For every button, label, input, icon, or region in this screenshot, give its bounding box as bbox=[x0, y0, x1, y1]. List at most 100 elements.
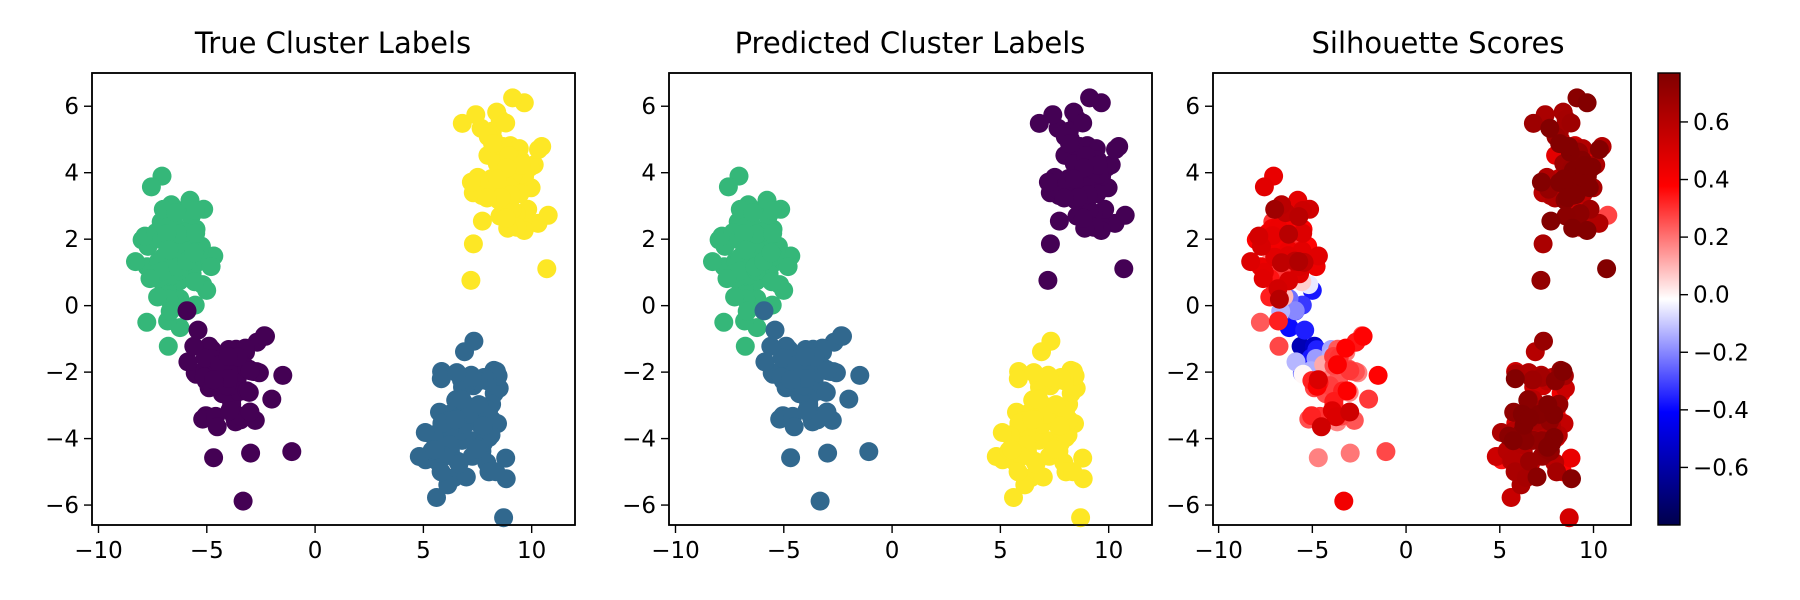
scatter-point bbox=[1285, 301, 1305, 321]
scatter-point bbox=[1534, 331, 1553, 351]
scatter-point bbox=[1060, 134, 1080, 154]
plot-border bbox=[1212, 72, 1632, 526]
scatter-point bbox=[816, 382, 836, 402]
scatter-point bbox=[1520, 451, 1539, 471]
scatter-point bbox=[496, 208, 516, 228]
scatter-point bbox=[859, 442, 879, 462]
scatter-point bbox=[1527, 467, 1547, 487]
scatter-point bbox=[1050, 416, 1070, 436]
y-tick-label: −4 bbox=[45, 427, 79, 453]
scatter-point bbox=[1308, 370, 1328, 390]
colorbar-tick-label: 0.0 bbox=[1693, 283, 1730, 309]
scatter-point bbox=[262, 389, 282, 409]
scatter-point bbox=[1039, 367, 1059, 387]
scatter-point bbox=[1554, 169, 1574, 189]
scatter-points bbox=[703, 88, 1135, 528]
scatter-point bbox=[1538, 437, 1558, 457]
y-tick-label: −4 bbox=[1166, 427, 1200, 453]
scatter-point bbox=[158, 336, 178, 356]
scatter-point bbox=[157, 224, 177, 244]
scatter-point bbox=[1570, 204, 1590, 224]
scatter-point bbox=[1577, 221, 1597, 240]
scatter-point bbox=[273, 365, 293, 385]
scatter-point bbox=[1547, 462, 1567, 482]
scatter-point bbox=[1376, 442, 1396, 462]
scatter-point bbox=[204, 370, 224, 390]
scatter-point bbox=[1336, 338, 1356, 358]
x-tick-label: −5 bbox=[190, 538, 224, 564]
scatter-point bbox=[1368, 365, 1388, 385]
scatter-point bbox=[473, 416, 493, 436]
scatter-point bbox=[1559, 508, 1579, 528]
scatter-point bbox=[1295, 320, 1315, 340]
scatter-point bbox=[137, 312, 157, 332]
scatter-point bbox=[1538, 395, 1558, 415]
scatter-point bbox=[537, 259, 557, 279]
scatter-point bbox=[195, 348, 215, 368]
scatter-point bbox=[538, 205, 558, 225]
plot-border bbox=[91, 72, 576, 526]
y-tick-label: 6 bbox=[64, 94, 79, 120]
scatter-point bbox=[496, 113, 516, 133]
scatter-point bbox=[1008, 462, 1028, 482]
scatter-point bbox=[447, 363, 467, 383]
scatter-point bbox=[463, 234, 483, 254]
scatter-point bbox=[737, 301, 757, 321]
scatter-point bbox=[1043, 105, 1063, 125]
scatter-point bbox=[233, 491, 253, 511]
scatter-point bbox=[1049, 211, 1069, 231]
scatter-point bbox=[1597, 259, 1617, 279]
x-tick-label: 10 bbox=[1579, 538, 1608, 564]
scatter-point bbox=[201, 257, 221, 277]
scatter-point bbox=[1002, 440, 1022, 460]
x-tick-label: −10 bbox=[651, 538, 700, 564]
scatter-point bbox=[464, 331, 484, 351]
scatter-point bbox=[483, 134, 503, 154]
x-tick-label: 5 bbox=[1492, 538, 1507, 564]
scatter-point bbox=[734, 224, 754, 244]
axes-ticks: −10 −5 0 5 10 −6 −4 −2 0 2 4 6 bbox=[45, 94, 546, 564]
scatter-point bbox=[141, 177, 161, 197]
scatter-point bbox=[220, 401, 240, 421]
scatter-point bbox=[239, 382, 259, 402]
scatter-point bbox=[778, 257, 798, 277]
scatter-point bbox=[461, 270, 481, 290]
scatter-point bbox=[839, 389, 859, 409]
scatter-point bbox=[503, 88, 523, 108]
scatter-point bbox=[1008, 369, 1028, 389]
scatter-point bbox=[831, 326, 851, 346]
scatter-point bbox=[1563, 218, 1583, 238]
scatter-point bbox=[1073, 448, 1093, 468]
y-tick-label: −4 bbox=[622, 427, 656, 453]
panel-title: Predicted Cluster Labels bbox=[735, 26, 1086, 60]
scatter-point bbox=[1045, 439, 1064, 459]
scatter-point bbox=[761, 243, 781, 263]
scatter-point bbox=[207, 417, 227, 437]
panel-true-labels: True Cluster Labels −10 −5 0 5 10 −6 −4 −2 0 2 4 6 bbox=[45, 26, 576, 564]
scatter-point bbox=[184, 336, 204, 356]
scatter-point bbox=[425, 440, 445, 460]
y-tick-label: −2 bbox=[622, 360, 656, 386]
scatter-point bbox=[772, 348, 792, 368]
x-tick-label: 0 bbox=[1399, 538, 1414, 564]
scatter-point bbox=[1550, 134, 1570, 154]
scatter-point bbox=[763, 201, 782, 220]
scatter-point bbox=[714, 312, 734, 332]
scatter-point bbox=[1531, 172, 1551, 192]
colorbar: −0.6 −0.4 −0.2 0.0 0.2 0.4 0.6 bbox=[1657, 72, 1749, 526]
scatter-point bbox=[511, 155, 531, 175]
y-tick-label: 4 bbox=[1185, 161, 1200, 187]
scatter-point bbox=[491, 188, 511, 208]
x-tick-label: 5 bbox=[993, 538, 1008, 564]
scatter-point bbox=[1308, 246, 1328, 266]
scatter-point bbox=[1265, 199, 1285, 219]
x-tick-label: −10 bbox=[74, 538, 123, 564]
scatter-point bbox=[1054, 188, 1074, 208]
scatter-point bbox=[159, 240, 179, 260]
scatter-point bbox=[468, 439, 487, 459]
scatter-point bbox=[1250, 312, 1270, 332]
scatter-point bbox=[218, 347, 238, 366]
scatter-point bbox=[1046, 395, 1066, 415]
y-tick-label: 4 bbox=[64, 161, 79, 187]
